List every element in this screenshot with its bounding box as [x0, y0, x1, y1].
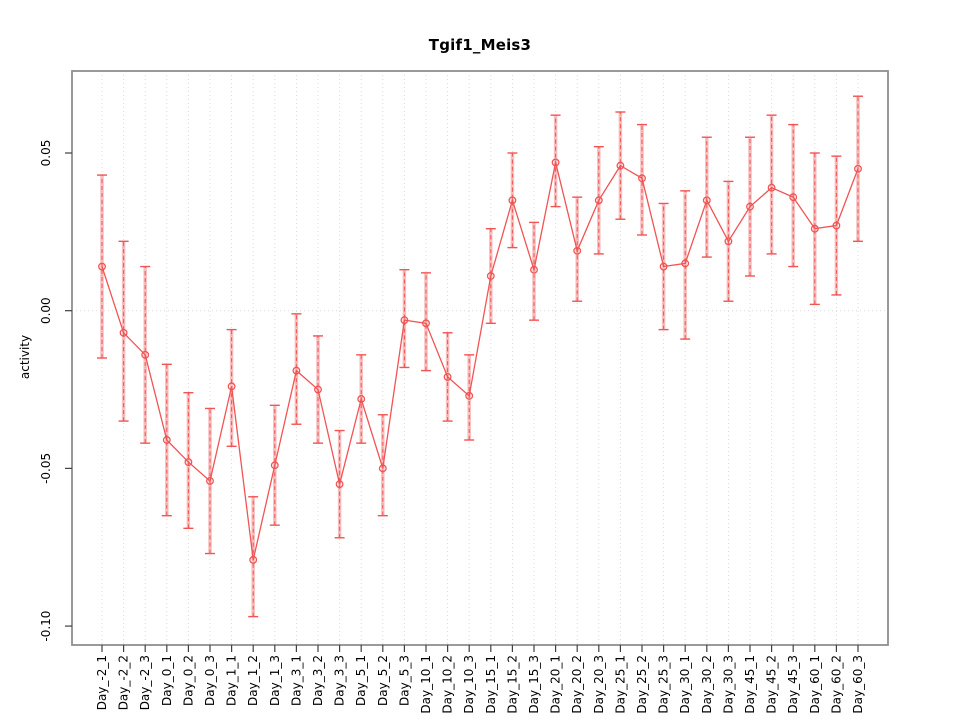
- x-tick-label: Day_25_2: [635, 655, 649, 714]
- data-point: [789, 193, 798, 202]
- data-point: [314, 385, 322, 394]
- data-point: [184, 458, 193, 467]
- x-tick-label: Day_25_3: [657, 655, 671, 714]
- x-tick-label: Day_3_2: [311, 655, 325, 706]
- data-point: [659, 262, 668, 271]
- x-tick-label: Day_15_3: [527, 655, 541, 714]
- x-tick-label: Day_1_1: [225, 655, 239, 706]
- x-tick-label: Day_5_2: [376, 655, 390, 706]
- data-point: [767, 183, 776, 192]
- data-point: [594, 196, 603, 205]
- data-point: [270, 461, 279, 470]
- data-point: [443, 372, 452, 381]
- x-tick-label: Day_20_3: [592, 655, 606, 714]
- x-tick-label: Day_60_1: [808, 655, 822, 714]
- data-point: [422, 319, 430, 328]
- x-tick-label: Day_-2_3: [138, 655, 152, 710]
- data-point: [465, 391, 474, 400]
- data-point: [681, 259, 690, 268]
- x-tick-label: Day_-2_2: [117, 655, 131, 710]
- x-tick-label: Day_1_3: [268, 655, 282, 706]
- data-point: [249, 555, 258, 564]
- data-point: [854, 164, 862, 173]
- data-point: [162, 436, 171, 444]
- x-tick-label: Day_25_1: [613, 655, 627, 714]
- y-tick-label: 0.05: [39, 140, 53, 167]
- data-point: [141, 350, 150, 359]
- data-point: [530, 265, 538, 274]
- x-tick-label: Day_3_3: [333, 655, 347, 706]
- data-point: [227, 382, 236, 391]
- y-tick-label: -0.05: [39, 453, 53, 484]
- x-tick-label: Day_10_1: [419, 655, 433, 714]
- data-point: [357, 395, 366, 403]
- data-point: [335, 480, 344, 489]
- x-tick-label: Day_0_2: [181, 655, 195, 706]
- data-point: [616, 161, 625, 170]
- x-tick-label: Day_5_1: [354, 655, 368, 706]
- data-point: [119, 328, 128, 337]
- x-tick-label: Day_15_2: [505, 655, 519, 714]
- data-point: [573, 246, 582, 255]
- data-point: [746, 202, 754, 211]
- x-tick-label: Day_1_2: [246, 655, 260, 706]
- x-tick-label: Day_0_1: [160, 655, 174, 706]
- x-tick-label: Day_30_3: [721, 655, 735, 714]
- data-point: [810, 224, 819, 233]
- x-tick-label: Day_60_2: [829, 655, 843, 714]
- x-tick-label: Day_45_1: [743, 655, 757, 714]
- data-point: [638, 174, 646, 183]
- x-tick-label: Day_30_1: [678, 655, 692, 714]
- data-point: [702, 196, 711, 205]
- x-tick-label: Day_60_3: [851, 655, 865, 714]
- x-tick-label: Day_10_3: [462, 655, 476, 714]
- data-point: [832, 221, 841, 230]
- data-point: [724, 237, 733, 246]
- y-tick-label: -0.10: [39, 611, 53, 642]
- plot-border: [71, 70, 889, 646]
- x-tick-label: Day_45_2: [765, 655, 779, 714]
- x-tick-label: Day_20_1: [549, 655, 563, 714]
- x-tick-label: Day_45_3: [786, 655, 800, 714]
- x-tick-label: Day_5_3: [397, 655, 411, 706]
- x-tick-label: Day_15_1: [484, 655, 498, 714]
- data-point: [508, 196, 517, 205]
- data-point: [378, 464, 387, 473]
- data-point: [486, 272, 495, 280]
- series-line: [101, 162, 859, 560]
- x-tick-label: Day_20_2: [570, 655, 584, 714]
- data-point: [206, 477, 214, 485]
- data-point: [98, 262, 106, 271]
- data-point: [400, 316, 409, 325]
- x-tick-label: Day_10_2: [441, 655, 455, 714]
- x-tick-label: Day_0_3: [203, 655, 217, 706]
- data-point: [292, 366, 301, 375]
- x-tick-label: Day_-2_1: [95, 655, 109, 710]
- x-tick-label: Day_30_2: [700, 655, 714, 714]
- data-point: [551, 158, 560, 167]
- y-tick-label: 0.00: [39, 297, 53, 324]
- chart-title: Tgif1_Meis3: [428, 36, 532, 54]
- x-tick-label: Day_3_1: [289, 655, 303, 706]
